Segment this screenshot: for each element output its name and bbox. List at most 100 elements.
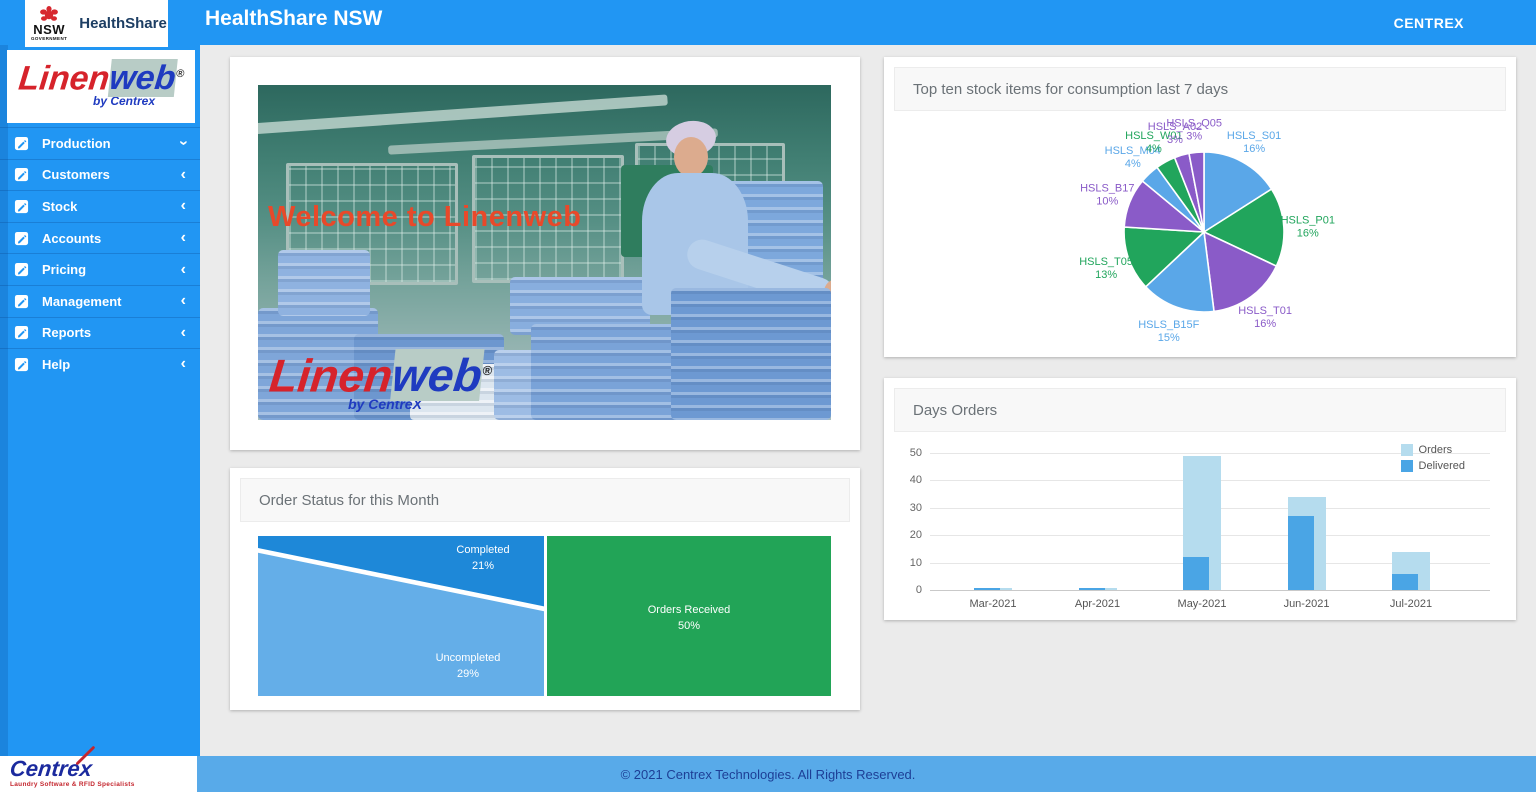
edit-square-icon (14, 325, 29, 340)
bar-delivered (974, 588, 1000, 590)
sidebar: Linenweb® by Centrex Production ‹ Customer… (0, 45, 200, 756)
sidebar-menu: Production ‹ Customers ‹ Stock ‹ Accounts ‹ Pric… (0, 127, 200, 380)
chevron-left-icon: ‹ (180, 260, 186, 278)
days-orders-title: Days Orders (894, 388, 1506, 432)
nsw-government-logo: NSW GOVERNMENT (31, 6, 67, 41)
pie-slice (1188, 151, 1205, 233)
x-axis-label: Apr-2021 (1074, 598, 1121, 610)
edit-square-icon (14, 294, 29, 309)
pie-slice (1144, 230, 1215, 313)
linen-cage-trolley (472, 155, 624, 283)
pie-label: HSLS_P01 16% (1281, 215, 1335, 240)
edit-square-icon (14, 199, 29, 214)
segment-orders-received: Orders Received 50% (547, 536, 831, 696)
x-axis-label: Jun-2021 (1283, 598, 1330, 610)
centrex-tagline: Laundry Software & RFID Specialists (10, 781, 135, 788)
legend-swatch (1400, 460, 1413, 472)
edit-square-icon (14, 357, 29, 372)
sidebar-item-accounts[interactable]: Accounts ‹ (0, 221, 200, 254)
y-axis-tick-label: 30 (909, 501, 922, 514)
bar-delivered (1078, 588, 1105, 590)
sidebar-item-pricing[interactable]: Pricing ‹ (0, 253, 200, 285)
pie-slice (1123, 226, 1206, 288)
chevron-down-icon: ‹ (174, 140, 192, 146)
sidebar-item-stock[interactable]: Stock ‹ (0, 190, 200, 222)
chevron-left-icon: ‹ (180, 165, 186, 183)
nsw-healthshare-logo: NSW GOVERNMENT HealthShare (25, 0, 168, 47)
footer: © 2021 Centrex Technologies. All Rights … (0, 756, 1536, 792)
welcome-photo: Welcome to Linenweb Linenweb® by CentreX (258, 85, 831, 420)
chevron-left-icon: ‹ (180, 292, 186, 310)
pie-label: HSLS_T01 16% (1238, 305, 1292, 330)
pie-label: HSLS_T05 13% (1079, 256, 1133, 281)
chevron-left-icon: ‹ (180, 355, 186, 373)
legend-swatch (1400, 444, 1413, 456)
x-axis-label: Jul-2021 (1389, 598, 1433, 610)
waratah-flower-icon (40, 6, 59, 21)
legend-item: Orders (1400, 444, 1465, 456)
hamburger-menu-icon[interactable] (1480, 9, 1522, 37)
y-axis-tick-label: 50 (909, 447, 922, 459)
pie-label: HSLS_B15F 15% (1138, 319, 1199, 344)
sidebar-item-label: Help (42, 356, 71, 372)
blue-linen-stack (531, 324, 683, 420)
gridline (930, 590, 1490, 591)
sidebar-item-label: Production (42, 135, 111, 151)
top-ten-title: Top ten stock items for consumption last… (894, 67, 1506, 111)
top-ten-pie-chart: HSLS_S01 16% HSLS_P01 16% HSLS_T01 16% HSLS_B1… (1079, 118, 1335, 344)
edit-square-icon (14, 262, 29, 277)
sidebar-item-label: Stock (42, 198, 78, 214)
sidebar-item-label: Pricing (42, 262, 87, 278)
welcome-overlay-text: Welcome to Linenweb (268, 201, 582, 233)
x-axis-label: May-2021 (1177, 598, 1227, 610)
ceiling-pipe (258, 94, 668, 135)
centrex-brand-link[interactable]: CENTREX (1393, 15, 1464, 31)
linenweb-byline: by Centrex (92, 94, 156, 109)
sidebar-item-label: Customers (42, 167, 110, 183)
chevron-left-icon: ‹ (180, 323, 186, 341)
blue-linen-stack (278, 250, 370, 316)
sidebar-item-help[interactable]: Help ‹ (0, 348, 200, 380)
worker-head (674, 137, 708, 177)
bar-delivered (1287, 516, 1314, 590)
chart-legend: Orders Delivered (1400, 444, 1465, 476)
sidebar-item-reports[interactable]: Reports ‹ (0, 316, 200, 349)
edit-square-icon (14, 231, 29, 246)
edit-square-icon (14, 136, 29, 151)
chevron-left-icon: ‹ (180, 229, 186, 247)
welcome-card: Welcome to Linenweb Linenweb® by CentreX (230, 57, 860, 450)
gridline (930, 453, 1490, 454)
legend-label: Delivered (1418, 460, 1465, 472)
pie-label: HSLS_A02 3% (1148, 121, 1202, 146)
pie-label: HSLS_W01 4% (1125, 130, 1182, 155)
sidebar-item-label: Accounts (42, 230, 102, 246)
linenweb-photo-logo: Linenweb® by CentreX (267, 349, 493, 412)
order-status-title: Order Status for this Month (240, 478, 850, 522)
sidebar-item-management[interactable]: Management ‹ (0, 284, 200, 317)
y-axis-tick-label: 40 (909, 474, 922, 487)
healthshare-logo: HealthShare (79, 15, 167, 32)
pie-label: HSLS_S01 16% (1227, 130, 1281, 155)
page-title: HealthShare NSW (205, 7, 383, 30)
order-status-card: Order Status for this Month Completed 21%… (230, 468, 860, 710)
days-orders-card: Days Orders 0 10 20 30 40 50 Mar-2021 Apr-2021 M… (884, 378, 1516, 620)
linenweb-logo: Linenweb® by Centrex (7, 50, 195, 123)
y-axis-tick-label: 20 (909, 529, 922, 542)
pie-label: HSLS_M04 4% (1105, 145, 1161, 170)
bar-delivered (1183, 557, 1209, 590)
pie-label: HSLS_B17 10% (1080, 183, 1134, 208)
edit-square-icon (14, 167, 29, 182)
x-axis-label: Mar-2021 (969, 598, 1017, 610)
y-axis-tick-label: 10 (909, 556, 922, 569)
pie-slice (1203, 151, 1273, 234)
legend-item: Delivered (1400, 460, 1465, 472)
bar-delivered (1392, 573, 1418, 590)
sidebar-item-production[interactable]: Production ‹ (0, 127, 200, 159)
top-ten-card: Top ten stock items for consumption last… (884, 57, 1516, 357)
pie-slice (1202, 187, 1285, 268)
days-orders-bar-chart: 0 10 20 30 40 50 Mar-2021 Apr-2021 May-2021 Jun-2… (884, 432, 1516, 620)
legend-label: Orders (1418, 444, 1453, 456)
centrex-footer-logo: Centrex Laundry Software & RFID Speciali… (0, 745, 197, 792)
sidebar-item-customers[interactable]: Customers ‹ (0, 158, 200, 191)
order-status-chart: Completed 21% Uncompleted 29% Orders Recei… (258, 536, 831, 696)
